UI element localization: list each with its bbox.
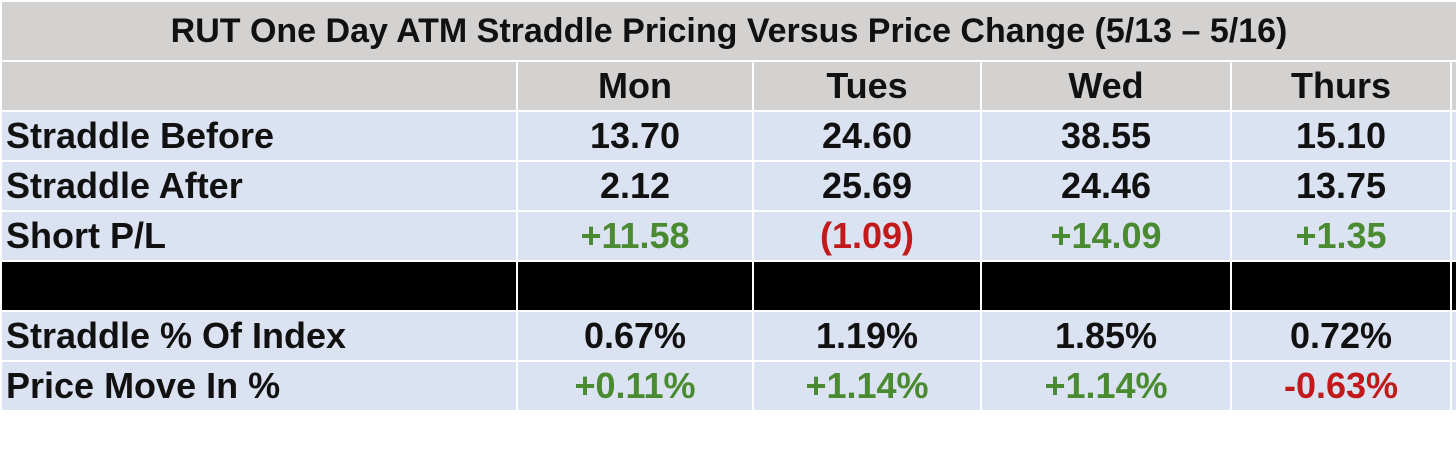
table-title: RUT One Day ATM Straddle Pricing Versus … <box>0 0 1456 62</box>
edge-cell <box>1450 360 1456 412</box>
straddle-pricing-table: RUT One Day ATM Straddle Pricing Versus … <box>0 0 1456 412</box>
row-price-move-pct: Price Move In % +0.11% +1.14% +1.14% -0.… <box>0 360 1456 412</box>
separator-cell <box>980 260 1232 312</box>
value-cell: 15.10 <box>1230 110 1452 162</box>
header-mon: Mon <box>516 60 754 112</box>
separator-cell <box>1230 260 1452 312</box>
value-cell: 24.46 <box>980 160 1232 212</box>
separator-cell <box>1450 260 1456 312</box>
edge-cell <box>1450 110 1456 162</box>
header-row: Mon Tues Wed Thurs <box>0 60 1456 112</box>
row-short-pl: Short P/L +11.58 (1.09) +14.09 +1.35 <box>0 210 1456 262</box>
header-corner-cell <box>0 60 518 112</box>
row-label: Price Move In % <box>0 360 518 412</box>
row-label: Straddle % Of Index <box>0 310 518 362</box>
straddle-table-container: RUT One Day ATM Straddle Pricing Versus … <box>0 0 1456 412</box>
header-tues: Tues <box>752 60 982 112</box>
value-cell: 1.85% <box>980 310 1232 362</box>
title-row: RUT One Day ATM Straddle Pricing Versus … <box>0 0 1456 62</box>
header-thurs: Thurs <box>1230 60 1452 112</box>
separator-cell <box>752 260 982 312</box>
row-label: Straddle After <box>0 160 518 212</box>
value-cell: +14.09 <box>980 210 1232 262</box>
separator-row <box>0 260 1456 312</box>
value-cell: +1.35 <box>1230 210 1452 262</box>
value-cell: +1.14% <box>980 360 1232 412</box>
value-cell: 25.69 <box>752 160 982 212</box>
edge-cell <box>1450 210 1456 262</box>
row-straddle-before: Straddle Before 13.70 24.60 38.55 15.10 <box>0 110 1456 162</box>
value-cell: 13.75 <box>1230 160 1452 212</box>
row-straddle-after: Straddle After 2.12 25.69 24.46 13.75 <box>0 160 1456 212</box>
separator-cell <box>516 260 754 312</box>
row-straddle-pct-index: Straddle % Of Index 0.67% 1.19% 1.85% 0.… <box>0 310 1456 362</box>
value-cell: 0.67% <box>516 310 754 362</box>
value-cell: +11.58 <box>516 210 754 262</box>
header-edge-cell <box>1450 60 1456 112</box>
value-cell: +1.14% <box>752 360 982 412</box>
edge-cell <box>1450 160 1456 212</box>
header-wed: Wed <box>980 60 1232 112</box>
row-label: Straddle Before <box>0 110 518 162</box>
value-cell: 1.19% <box>752 310 982 362</box>
value-cell: 24.60 <box>752 110 982 162</box>
value-cell: -0.63% <box>1230 360 1452 412</box>
value-cell: (1.09) <box>752 210 982 262</box>
edge-cell <box>1450 310 1456 362</box>
value-cell: 2.12 <box>516 160 754 212</box>
separator-cell <box>0 260 518 312</box>
row-label: Short P/L <box>0 210 518 262</box>
value-cell: +0.11% <box>516 360 754 412</box>
value-cell: 0.72% <box>1230 310 1452 362</box>
value-cell: 38.55 <box>980 110 1232 162</box>
value-cell: 13.70 <box>516 110 754 162</box>
